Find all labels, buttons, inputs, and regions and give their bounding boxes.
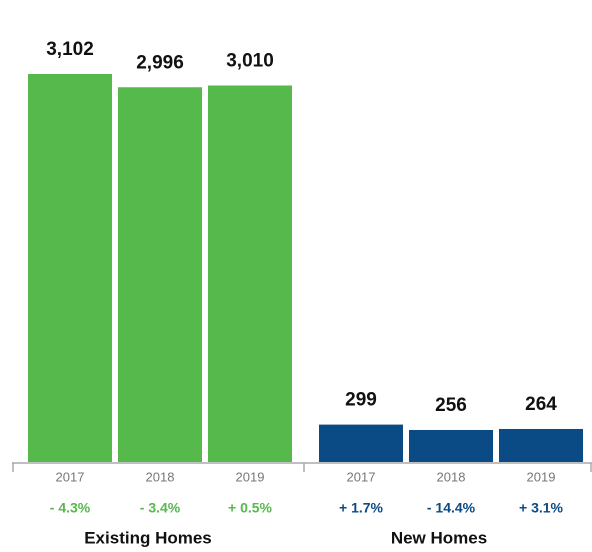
change-label: + 1.7% xyxy=(339,500,384,516)
value-label: 264 xyxy=(525,394,557,415)
x-tick-label: 2018 xyxy=(437,469,466,484)
x-tick-label: 2018 xyxy=(146,469,175,484)
change-label: + 3.1% xyxy=(519,500,564,516)
value-label: 256 xyxy=(435,395,467,416)
bar xyxy=(28,74,112,462)
x-tick-label: 2019 xyxy=(236,469,265,484)
x-tick-label: 2017 xyxy=(56,469,85,484)
group-title: New Homes xyxy=(391,528,487,547)
change-label: - 4.3% xyxy=(50,500,91,516)
x-tick-label: 2017 xyxy=(347,469,376,484)
change-label: - 14.4% xyxy=(427,500,476,516)
group-title: Existing Homes xyxy=(84,528,212,547)
value-label: 299 xyxy=(345,390,377,411)
change-label: - 3.4% xyxy=(140,500,181,516)
bar xyxy=(208,85,292,462)
value-label: 3,102 xyxy=(46,39,94,60)
bar xyxy=(319,424,403,462)
bar xyxy=(118,87,202,462)
value-label: 2,996 xyxy=(136,52,184,73)
bar xyxy=(409,429,493,462)
bar xyxy=(499,428,583,462)
x-tick-label: 2019 xyxy=(527,469,556,484)
value-label: 3,010 xyxy=(226,51,274,72)
change-label: + 0.5% xyxy=(228,500,273,516)
